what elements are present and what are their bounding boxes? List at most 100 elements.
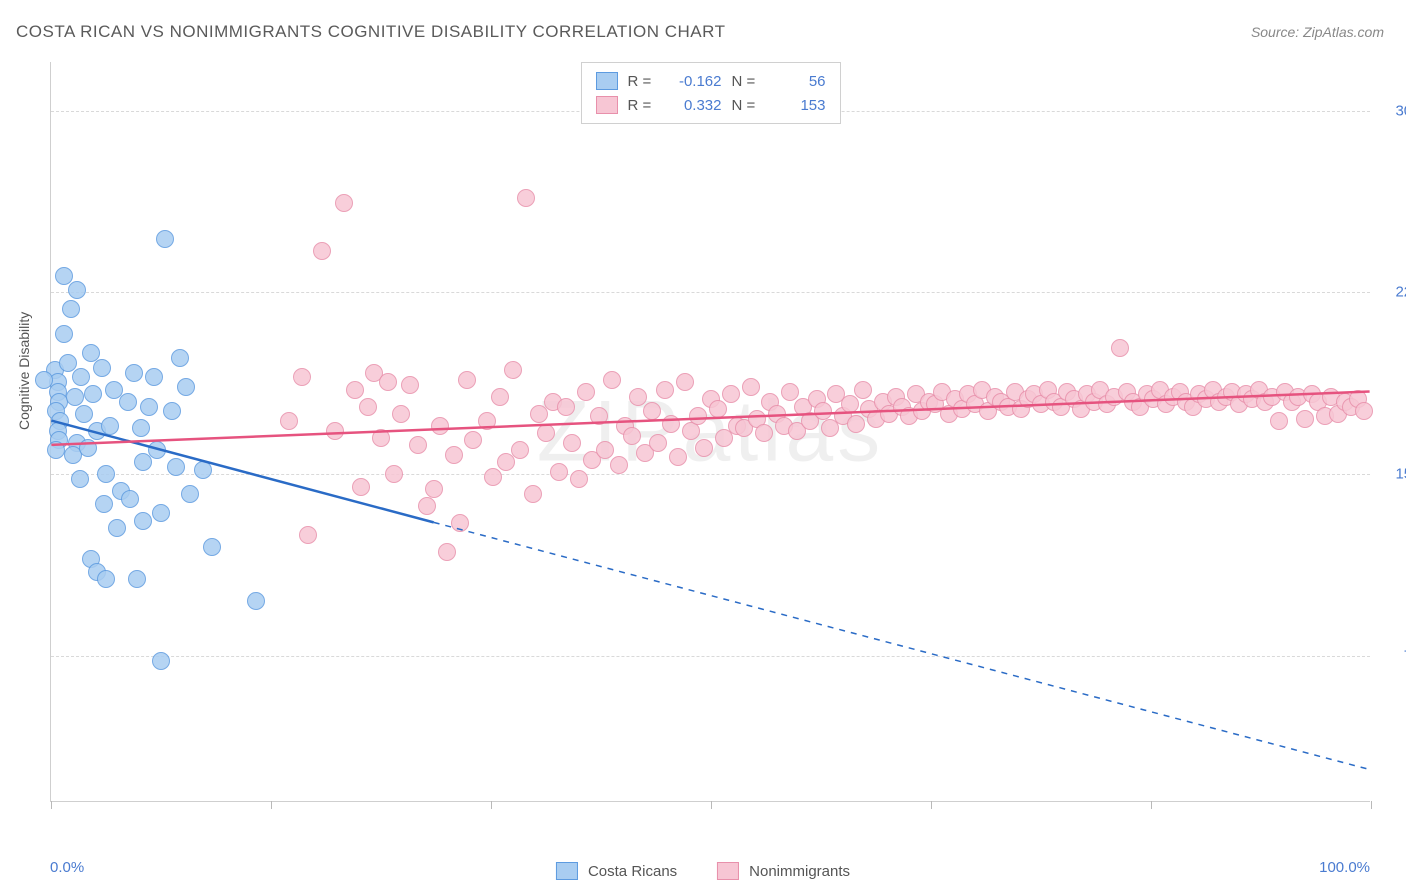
- data-point: [346, 381, 364, 399]
- data-point: [352, 478, 370, 496]
- trend-line-dashed: [434, 522, 1370, 769]
- x-tick: [271, 801, 272, 809]
- data-point: [97, 570, 115, 588]
- data-point: [134, 512, 152, 530]
- legend-swatch: [717, 862, 739, 880]
- stat-n-label: N =: [732, 97, 764, 114]
- data-point: [491, 388, 509, 406]
- data-point: [125, 364, 143, 382]
- data-point: [93, 359, 111, 377]
- data-point: [401, 376, 419, 394]
- data-point: [577, 383, 595, 401]
- data-point: [610, 456, 628, 474]
- x-tick: [1371, 801, 1372, 809]
- stat-n-value: 56: [774, 73, 826, 90]
- legend-label: Costa Ricans: [588, 863, 677, 880]
- stat-r-label: R =: [628, 73, 660, 90]
- grid-line: [51, 474, 1370, 475]
- data-point: [66, 388, 84, 406]
- data-point: [35, 371, 53, 389]
- stats-legend-row: R = 0.332 N = 153: [596, 93, 826, 117]
- data-point: [121, 490, 139, 508]
- data-point: [203, 538, 221, 556]
- y-axis-title: Cognitive Disability: [16, 312, 32, 430]
- data-point: [409, 436, 427, 454]
- data-point: [458, 371, 476, 389]
- stat-n-label: N =: [732, 73, 764, 90]
- data-point: [524, 485, 542, 503]
- data-point: [62, 300, 80, 318]
- data-point: [84, 385, 102, 403]
- data-point: [781, 383, 799, 401]
- data-point: [55, 267, 73, 285]
- data-point: [152, 652, 170, 670]
- data-point: [1270, 412, 1288, 430]
- data-point: [1355, 402, 1373, 420]
- y-tick-label: 15.0%: [1378, 466, 1406, 483]
- data-point: [709, 400, 727, 418]
- data-point: [148, 441, 166, 459]
- data-point: [299, 526, 317, 544]
- data-point: [75, 405, 93, 423]
- data-point: [854, 381, 872, 399]
- data-point: [140, 398, 158, 416]
- data-point: [662, 415, 680, 433]
- data-point: [47, 441, 65, 459]
- data-point: [1296, 410, 1314, 428]
- series-legend-item: Nonimmigrants: [717, 862, 850, 880]
- data-point: [97, 465, 115, 483]
- data-point: [438, 543, 456, 561]
- data-point: [504, 361, 522, 379]
- data-point: [478, 412, 496, 430]
- data-point: [557, 398, 575, 416]
- data-point: [372, 429, 390, 447]
- stat-r-label: R =: [628, 97, 660, 114]
- stat-r-value: 0.332: [670, 97, 722, 114]
- series-legend: Costa Ricans Nonimmigrants: [556, 862, 850, 880]
- data-point: [379, 373, 397, 391]
- data-point: [847, 415, 865, 433]
- data-point: [194, 461, 212, 479]
- data-point: [163, 402, 181, 420]
- stats-legend-row: R =-0.162N =56: [596, 69, 826, 93]
- data-point: [418, 497, 436, 515]
- data-point: [108, 519, 126, 537]
- data-point: [431, 417, 449, 435]
- data-point: [841, 395, 859, 413]
- data-point: [392, 405, 410, 423]
- legend-swatch: [556, 862, 578, 880]
- data-point: [451, 514, 469, 532]
- data-point: [145, 368, 163, 386]
- x-tick: [491, 801, 492, 809]
- data-point: [623, 427, 641, 445]
- data-point: [326, 422, 344, 440]
- y-tick-label: 22.5%: [1378, 284, 1406, 301]
- data-point: [814, 402, 832, 420]
- data-point: [68, 281, 86, 299]
- data-point: [385, 465, 403, 483]
- x-tick: [931, 801, 932, 809]
- stats-legend: R =-0.162N =56R =0.332N =153: [581, 62, 841, 124]
- data-point: [128, 570, 146, 588]
- data-point: [152, 504, 170, 522]
- data-point: [484, 468, 502, 486]
- legend-swatch: [596, 96, 618, 114]
- y-tick-label: 30.0%: [1378, 102, 1406, 119]
- x-tick: [51, 801, 52, 809]
- data-point: [95, 495, 113, 513]
- data-point: [590, 407, 608, 425]
- chart-title: COSTA RICAN VS NONIMMIGRANTS COGNITIVE D…: [16, 22, 726, 42]
- stat-n-value: 153: [774, 97, 826, 114]
- data-point: [649, 434, 667, 452]
- data-point: [669, 448, 687, 466]
- data-point: [563, 434, 581, 452]
- x-axis-max-label: 100.0%: [1319, 859, 1370, 876]
- x-tick: [1151, 801, 1152, 809]
- y-tick-label: 7.5%: [1378, 648, 1406, 665]
- data-point: [156, 230, 174, 248]
- data-point: [464, 431, 482, 449]
- data-point: [247, 592, 265, 610]
- data-point: [629, 388, 647, 406]
- series-legend-item: Costa Ricans: [556, 862, 677, 880]
- grid-line: [51, 292, 1370, 293]
